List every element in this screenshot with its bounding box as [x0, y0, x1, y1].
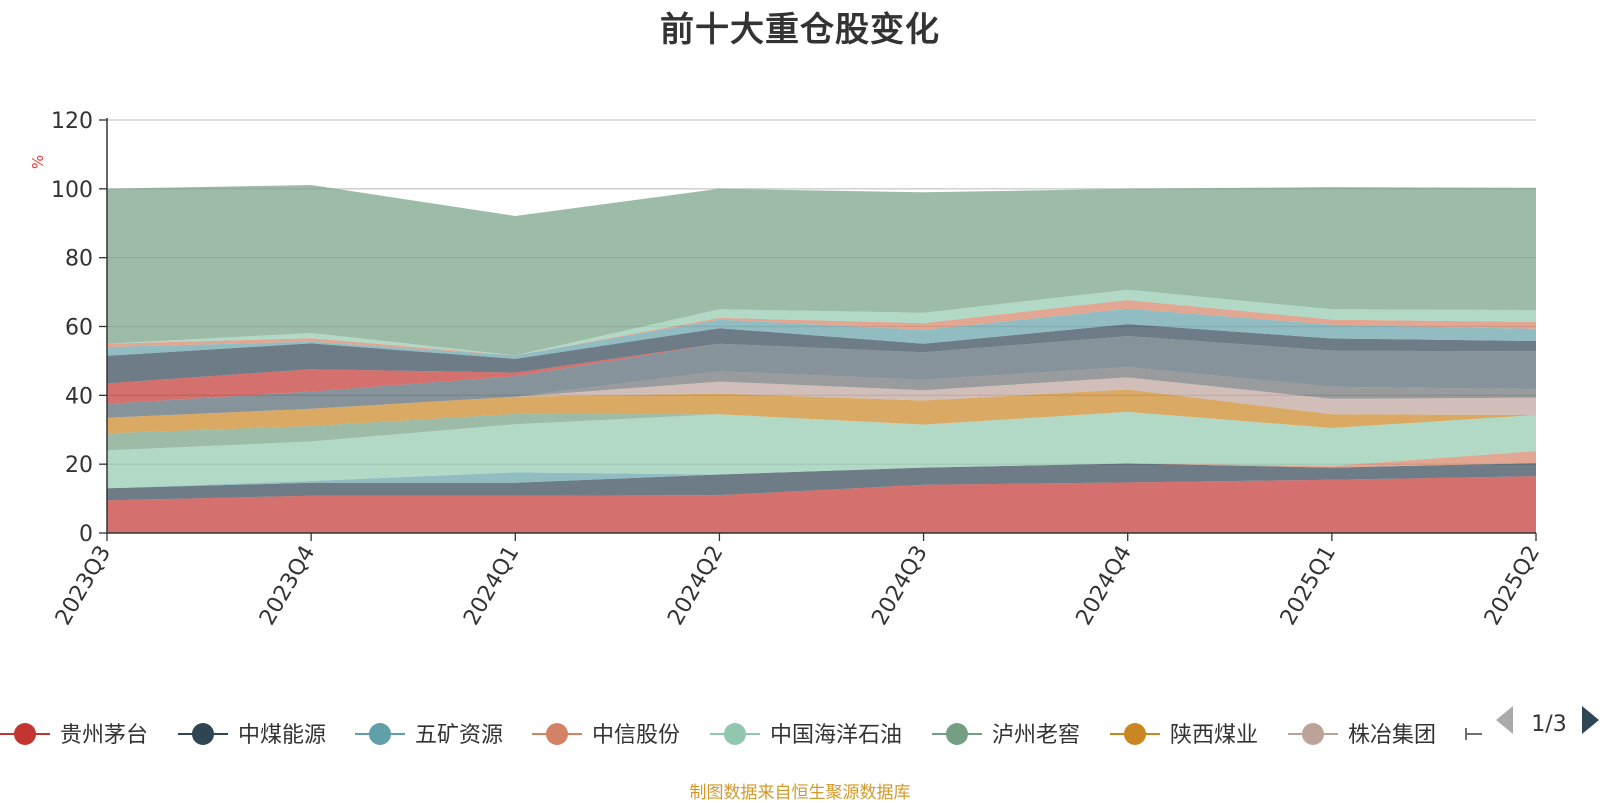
x-tick-label: 2024Q3	[867, 542, 932, 630]
area-series-13	[107, 308, 1536, 359]
y-axis-unit-label: %	[29, 155, 47, 169]
legend-item-partial	[1465, 728, 1482, 740]
legend-label: 贵州茅台	[60, 723, 148, 748]
legend-page-indicator: 1/3	[1531, 712, 1566, 737]
area-series-2	[107, 463, 1536, 501]
legend-label: 陕西煤业	[1170, 723, 1258, 748]
area-series-3	[107, 463, 1536, 489]
legend-prev-page-button[interactable]	[1496, 706, 1513, 734]
legend-next-page-button[interactable]	[1582, 706, 1599, 734]
area-series-7	[107, 389, 1536, 434]
area-series-5	[107, 411, 1536, 489]
x-tick-label: 2024Q4	[1072, 542, 1137, 630]
legend-item-3[interactable]: 五矿资源	[355, 723, 503, 748]
legend-item-5[interactable]: 中国海洋石油	[710, 723, 902, 748]
legend-item-4[interactable]: 中信股份	[532, 723, 680, 748]
legend-circle-marker	[546, 723, 568, 745]
area-series-16	[107, 185, 1536, 356]
y-tick-label: 80	[65, 247, 93, 272]
y-tick-label: 120	[51, 109, 93, 134]
area-series-1	[107, 476, 1536, 533]
legend-label: 泸州老窖	[992, 723, 1080, 748]
y-tick-label: 20	[65, 453, 93, 478]
data-source-note: 制图数据来自恒生聚源数据库	[689, 783, 911, 803]
legend-circle-marker	[724, 723, 746, 745]
y-tick-label: 40	[65, 384, 93, 409]
legend-label: 株冶集团	[1348, 723, 1436, 748]
legend-label: 五矿资源	[415, 723, 503, 748]
legend-circle-marker	[1302, 723, 1324, 745]
area-series-12	[107, 324, 1536, 384]
legend-label: 中国海洋石油	[770, 723, 902, 748]
stacked-areas	[107, 185, 1536, 533]
legend: 贵州茅台 中煤能源 五矿资源 中信股份 中国海洋石油 泸州老窖 陕西煤业 株冶集团	[0, 723, 1482, 748]
x-tick-label: 2023Q3	[51, 542, 116, 630]
legend-circle-marker	[192, 723, 214, 745]
legend-label: 中信股份	[592, 723, 680, 748]
legend-label: 中煤能源	[238, 723, 326, 748]
x-tick-label: 2024Q2	[663, 542, 728, 630]
legend-pager: 1/3	[1496, 706, 1599, 737]
x-tick-label: 2025Q2	[1480, 542, 1545, 630]
legend-item-1[interactable]: 贵州茅台	[0, 723, 148, 748]
area-series-10	[107, 336, 1536, 418]
y-tick-label: 60	[65, 316, 93, 341]
legend-circle-marker	[1124, 723, 1146, 745]
legend-circle-marker	[946, 723, 968, 745]
y-tick-label: 100	[51, 178, 93, 203]
legend-item-2[interactable]: 中煤能源	[178, 723, 326, 748]
y-tick-label: 0	[79, 522, 93, 547]
legend-circle-marker	[369, 723, 391, 745]
chart-title: 前十大重仓股变化	[660, 10, 940, 50]
legend-item-6[interactable]: 泸州老窖	[932, 723, 1080, 748]
legend-item-7[interactable]: 陕西煤业	[1110, 723, 1258, 748]
x-tick-label: 2025Q1	[1276, 542, 1341, 630]
x-tick-label: 2023Q4	[255, 542, 320, 630]
legend-item-8[interactable]: 株冶集团	[1288, 723, 1436, 748]
area-series-9	[107, 367, 1536, 418]
area-series-6	[107, 411, 1536, 451]
area-series-8	[107, 377, 1536, 418]
x-tick-label: 2024Q1	[459, 542, 524, 630]
legend-circle-marker	[14, 723, 36, 745]
